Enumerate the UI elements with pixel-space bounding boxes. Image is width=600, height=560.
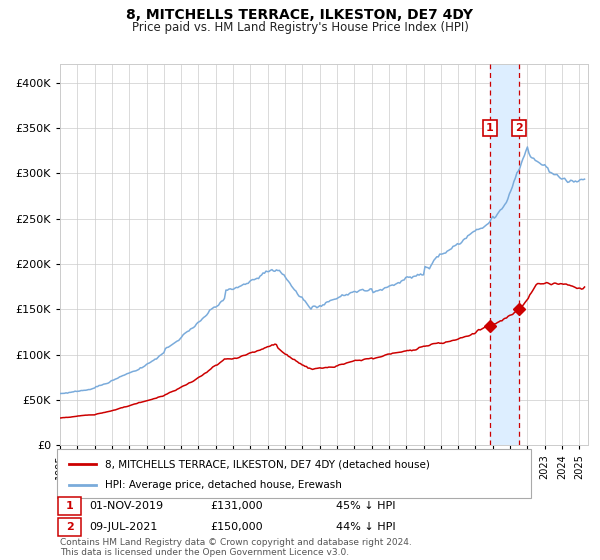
Text: 1: 1 [486, 123, 494, 133]
Text: 01-NOV-2019: 01-NOV-2019 [89, 501, 163, 511]
Text: 44% ↓ HPI: 44% ↓ HPI [336, 522, 395, 532]
Text: 8, MITCHELLS TERRACE, ILKESTON, DE7 4DY (detached house): 8, MITCHELLS TERRACE, ILKESTON, DE7 4DY … [105, 459, 430, 469]
Text: £150,000: £150,000 [210, 522, 263, 532]
Text: 2: 2 [66, 522, 73, 532]
Text: 1: 1 [66, 501, 73, 511]
Text: Price paid vs. HM Land Registry's House Price Index (HPI): Price paid vs. HM Land Registry's House … [131, 21, 469, 34]
Text: 2: 2 [515, 123, 523, 133]
Text: 8, MITCHELLS TERRACE, ILKESTON, DE7 4DY: 8, MITCHELLS TERRACE, ILKESTON, DE7 4DY [127, 8, 473, 22]
Text: 09-JUL-2021: 09-JUL-2021 [89, 522, 157, 532]
Text: £131,000: £131,000 [210, 501, 263, 511]
Bar [490, 64, 519, 445]
Text: HPI: Average price, detached house, Erewash: HPI: Average price, detached house, Erew… [105, 480, 342, 489]
Text: Contains HM Land Registry data © Crown copyright and database right 2024.
This d: Contains HM Land Registry data © Crown c… [60, 538, 412, 557]
Text: 45% ↓ HPI: 45% ↓ HPI [336, 501, 395, 511]
